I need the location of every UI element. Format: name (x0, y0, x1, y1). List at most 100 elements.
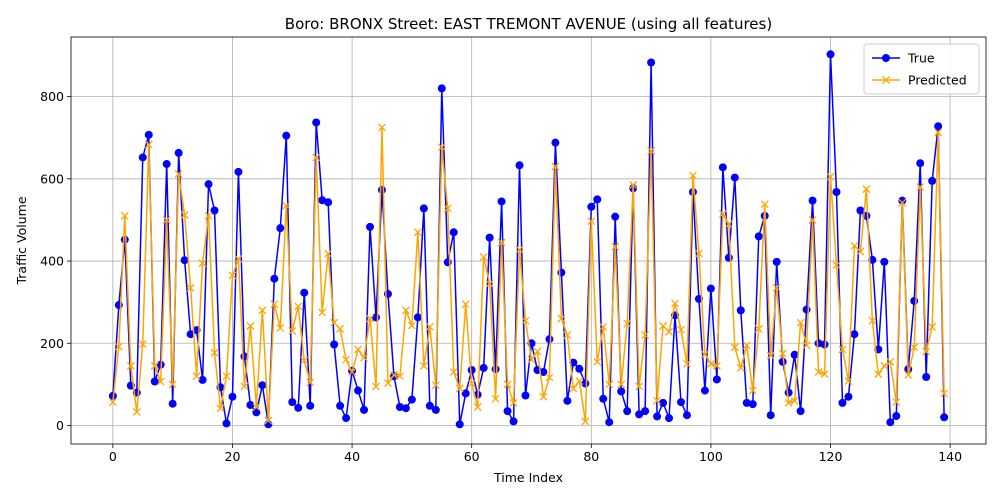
data-point-true (395, 403, 404, 411)
data-point-predicted (916, 183, 925, 192)
data-point-predicted (246, 322, 255, 330)
data-point-predicted (366, 314, 374, 323)
data-point-predicted (886, 357, 895, 366)
data-point-predicted (808, 215, 817, 224)
data-point-predicted (354, 345, 363, 354)
chart-title: Boro: BRONX Street: EAST TREMONT AVENUE … (285, 15, 772, 33)
data-point-predicted (485, 279, 494, 288)
data-point-true (934, 122, 943, 131)
data-point-true (653, 412, 662, 421)
data-point-true (748, 400, 757, 409)
data-point-true (545, 335, 554, 344)
data-point-predicted (677, 325, 685, 334)
data-point-predicted (766, 351, 775, 360)
data-point-true (168, 399, 177, 408)
data-point-predicted (802, 341, 811, 350)
data-point-true (288, 398, 297, 407)
data-point-predicted (234, 255, 243, 263)
x-tick-label: 140 (938, 449, 962, 464)
data-point-true (677, 398, 685, 407)
data-point-predicted (832, 261, 841, 270)
data-point-predicted (641, 331, 650, 340)
data-point-predicted (868, 316, 877, 325)
legend-marker (882, 76, 890, 84)
data-point-predicted (437, 143, 446, 152)
data-point-predicted (300, 356, 309, 365)
data-point-predicted (557, 314, 566, 323)
data-point-true (270, 274, 279, 283)
data-point-predicted (599, 322, 608, 331)
data-point-predicted (174, 169, 183, 178)
data-point-predicted (318, 308, 327, 317)
data-point-true (826, 50, 835, 59)
data-point-true (336, 401, 345, 410)
data-point-predicted (724, 220, 733, 229)
data-point-predicted (611, 242, 620, 251)
data-point-true (210, 206, 219, 215)
data-point-predicted (222, 372, 231, 381)
data-point-predicted (844, 377, 853, 386)
data-point-predicted (384, 379, 392, 388)
legend-box (863, 43, 980, 95)
x-tick-label: 120 (819, 449, 843, 464)
data-point-true (838, 398, 847, 407)
series-layer (108, 50, 949, 429)
data-point-predicted (563, 331, 572, 340)
data-point-true (916, 159, 925, 168)
data-point-predicted (665, 327, 673, 336)
data-point-true (138, 153, 147, 162)
data-point-true (922, 372, 931, 381)
data-point-predicted (748, 386, 757, 395)
data-point-predicted (252, 403, 261, 411)
data-point-predicted (509, 398, 518, 407)
data-point-true (617, 387, 626, 396)
data-point-true (479, 363, 488, 372)
data-point-predicted (372, 382, 380, 391)
data-point-predicted (419, 361, 428, 370)
data-point-true (856, 206, 865, 215)
data-point-predicted (294, 302, 303, 311)
data-point-predicted (180, 211, 189, 219)
data-point-predicted (312, 153, 321, 162)
plot-frame (70, 36, 987, 445)
x-tick-label: 100 (699, 449, 723, 464)
data-point-predicted (796, 318, 805, 327)
data-point-predicted (198, 259, 207, 268)
data-point-true (557, 268, 566, 277)
data-point-true (808, 196, 817, 205)
data-point-predicted (760, 200, 769, 209)
data-point-predicted (132, 407, 141, 416)
data-point-predicted (156, 377, 165, 386)
data-point-predicted (605, 380, 614, 389)
data-point-true (850, 330, 859, 339)
data-point-true (820, 340, 829, 349)
data-point-true (306, 401, 315, 410)
data-point-predicted (443, 204, 452, 213)
data-point-predicted (395, 372, 404, 381)
data-point-true (228, 392, 237, 401)
data-point-predicted (940, 389, 949, 398)
data-point-predicted (324, 249, 333, 258)
data-point-true (455, 420, 464, 429)
data-point-predicted (850, 241, 859, 250)
data-point-true (198, 375, 207, 384)
data-point-true (258, 381, 267, 390)
data-point-true (246, 400, 255, 409)
x-tick-label: 40 (344, 449, 360, 464)
data-point-true (587, 202, 596, 211)
data-point-true (294, 403, 303, 412)
x-tick-label: 60 (464, 449, 480, 464)
data-point-predicted (904, 370, 913, 379)
data-point-true (503, 407, 512, 416)
data-point-predicted (389, 370, 398, 379)
data-point-true (461, 389, 470, 398)
data-point-predicted (892, 398, 901, 407)
data-point-true (635, 410, 644, 419)
data-point-true (324, 198, 333, 207)
data-point-predicted (647, 146, 656, 155)
data-point-true (413, 313, 422, 322)
data-point-predicted (114, 342, 123, 351)
data-point-true (736, 306, 745, 315)
data-point-true (563, 396, 572, 405)
data-point-predicted (593, 357, 602, 366)
